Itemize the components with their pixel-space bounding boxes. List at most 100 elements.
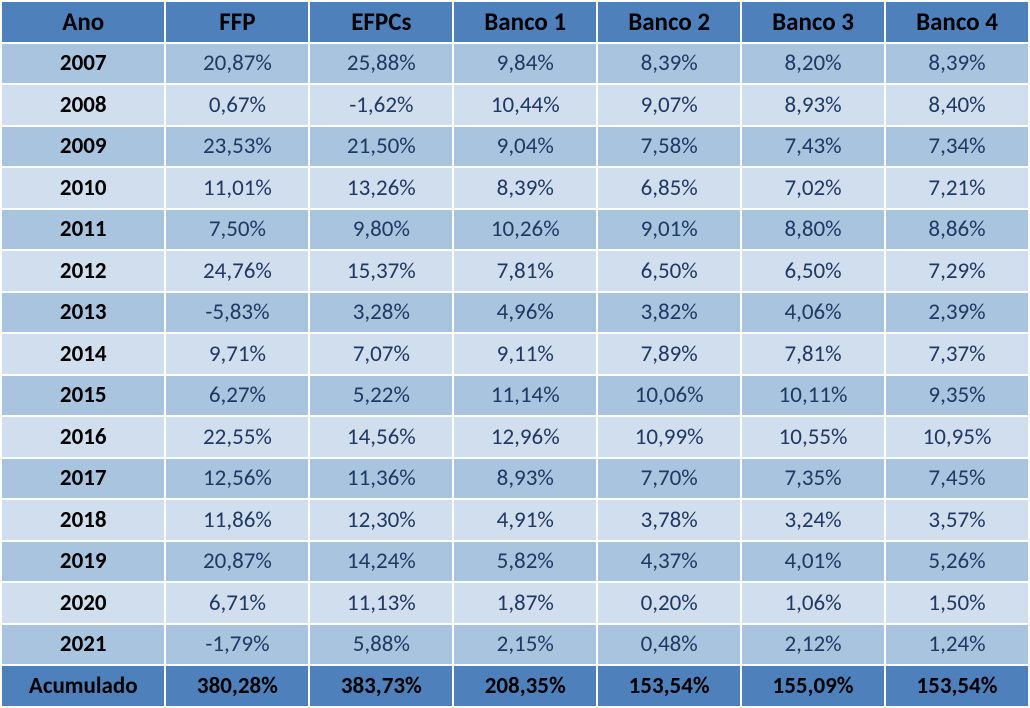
col-header-ano: Ano — [1, 1, 165, 43]
cell-ffp: 9,71% — [165, 333, 309, 375]
cell-b4: 7,21% — [885, 167, 1029, 209]
cell-b3: 7,02% — [741, 167, 885, 209]
cell-b2: 4,37% — [597, 541, 741, 583]
cell-b4: 7,37% — [885, 333, 1029, 375]
cell-efpcs: 14,56% — [309, 416, 453, 458]
cell-b2: 6,50% — [597, 250, 741, 292]
cell-ano: 2013 — [1, 292, 165, 334]
cell-efpcs: 11,13% — [309, 582, 453, 624]
cell-b2: 7,70% — [597, 458, 741, 500]
cell-ano: 2021 — [1, 624, 165, 666]
cell-b2: 10,99% — [597, 416, 741, 458]
cell-b2: 0,48% — [597, 624, 741, 666]
table-row: 2010 11,01% 13,26% 8,39% 6,85% 7,02% 7,2… — [1, 167, 1029, 209]
cell-b2: 8,39% — [597, 43, 741, 85]
cell-b3: 8,80% — [741, 209, 885, 251]
cell-efpcs: 9,80% — [309, 209, 453, 251]
cell-ffp: 11,01% — [165, 167, 309, 209]
cell-b4: 1,24% — [885, 624, 1029, 666]
cell-b4: 9,35% — [885, 375, 1029, 417]
cell-b1: 9,84% — [453, 43, 597, 85]
cell-ffp: 6,27% — [165, 375, 309, 417]
cell-b2: 7,89% — [597, 333, 741, 375]
returns-table: Ano FFP EFPCs Banco 1 Banco 2 Banco 3 Ba… — [0, 0, 1030, 708]
col-header-banco1: Banco 1 — [453, 1, 597, 43]
cell-ano: 2016 — [1, 416, 165, 458]
table-row: 2021 -1,79% 5,88% 2,15% 0,48% 2,12% 1,24… — [1, 624, 1029, 666]
table-row: 2013 -5,83% 3,28% 4,96% 3,82% 4,06% 2,39… — [1, 292, 1029, 334]
cell-b2: 0,20% — [597, 582, 741, 624]
returns-table-container: Ano FFP EFPCs Banco 1 Banco 2 Banco 3 Ba… — [0, 0, 1030, 672]
cell-ffp: 7,50% — [165, 209, 309, 251]
cell-b3: 2,12% — [741, 624, 885, 666]
cell-b4: 8,86% — [885, 209, 1029, 251]
cell-b2: 9,07% — [597, 84, 741, 126]
cell-acc-b3: 155,09% — [741, 665, 885, 707]
cell-ffp: 6,71% — [165, 582, 309, 624]
table-row: 2009 23,53% 21,50% 9,04% 7,58% 7,43% 7,3… — [1, 126, 1029, 168]
cell-ffp: 24,76% — [165, 250, 309, 292]
cell-ano: 2012 — [1, 250, 165, 292]
cell-acc-b4: 153,54% — [885, 665, 1029, 707]
cell-b3: 10,55% — [741, 416, 885, 458]
table-row: 2008 0,67% -1,62% 10,44% 9,07% 8,93% 8,4… — [1, 84, 1029, 126]
cell-acc-ano: Acumulado — [1, 665, 165, 707]
cell-ano: 2020 — [1, 582, 165, 624]
cell-b1: 2,15% — [453, 624, 597, 666]
cell-acc-b1: 208,35% — [453, 665, 597, 707]
cell-efpcs: 25,88% — [309, 43, 453, 85]
cell-b1: 4,91% — [453, 499, 597, 541]
cell-b2: 6,85% — [597, 167, 741, 209]
cell-b4: 8,40% — [885, 84, 1029, 126]
cell-b4: 7,34% — [885, 126, 1029, 168]
cell-b1: 11,14% — [453, 375, 597, 417]
cell-b2: 3,78% — [597, 499, 741, 541]
table-row: 2014 9,71% 7,07% 9,11% 7,89% 7,81% 7,37% — [1, 333, 1029, 375]
cell-b1: 12,96% — [453, 416, 597, 458]
cell-b3: 8,20% — [741, 43, 885, 85]
cell-efpcs: 5,22% — [309, 375, 453, 417]
cell-b2: 7,58% — [597, 126, 741, 168]
table-row: 2016 22,55% 14,56% 12,96% 10,99% 10,55% … — [1, 416, 1029, 458]
cell-b1: 10,26% — [453, 209, 597, 251]
cell-ano: 2018 — [1, 499, 165, 541]
cell-b1: 10,44% — [453, 84, 597, 126]
cell-ano: 2007 — [1, 43, 165, 85]
table-row: 2019 20,87% 14,24% 5,82% 4,37% 4,01% 5,2… — [1, 541, 1029, 583]
cell-ffp: 22,55% — [165, 416, 309, 458]
col-header-ffp: FFP — [165, 1, 309, 43]
cell-efpcs: -1,62% — [309, 84, 453, 126]
cell-ffp: 0,67% — [165, 84, 309, 126]
table-row-acumulado: Acumulado 380,28% 383,73% 208,35% 153,54… — [1, 665, 1029, 707]
table-row: 2018 11,86% 12,30% 4,91% 3,78% 3,24% 3,5… — [1, 499, 1029, 541]
cell-b1: 4,96% — [453, 292, 597, 334]
cell-efpcs: 21,50% — [309, 126, 453, 168]
cell-ffp: -5,83% — [165, 292, 309, 334]
table-row: 2020 6,71% 11,13% 1,87% 0,20% 1,06% 1,50… — [1, 582, 1029, 624]
cell-b3: 7,35% — [741, 458, 885, 500]
cell-efpcs: 11,36% — [309, 458, 453, 500]
cell-ano: 2010 — [1, 167, 165, 209]
cell-ano: 2014 — [1, 333, 165, 375]
cell-efpcs: 12,30% — [309, 499, 453, 541]
cell-b4: 8,39% — [885, 43, 1029, 85]
cell-ffp: 20,87% — [165, 541, 309, 583]
cell-ffp: 12,56% — [165, 458, 309, 500]
table-row: 2007 20,87% 25,88% 9,84% 8,39% 8,20% 8,3… — [1, 43, 1029, 85]
cell-b1: 7,81% — [453, 250, 597, 292]
cell-b1: 9,04% — [453, 126, 597, 168]
col-header-efpcs: EFPCs — [309, 1, 453, 43]
col-header-banco2: Banco 2 — [597, 1, 741, 43]
cell-ano: 2008 — [1, 84, 165, 126]
cell-b3: 7,43% — [741, 126, 885, 168]
cell-b3: 4,06% — [741, 292, 885, 334]
cell-b3: 6,50% — [741, 250, 885, 292]
cell-acc-b2: 153,54% — [597, 665, 741, 707]
cell-ano: 2019 — [1, 541, 165, 583]
cell-b3: 3,24% — [741, 499, 885, 541]
cell-b4: 3,57% — [885, 499, 1029, 541]
cell-ffp: -1,79% — [165, 624, 309, 666]
cell-ano: 2015 — [1, 375, 165, 417]
cell-ffp: 23,53% — [165, 126, 309, 168]
table-header-row: Ano FFP EFPCs Banco 1 Banco 2 Banco 3 Ba… — [1, 1, 1029, 43]
